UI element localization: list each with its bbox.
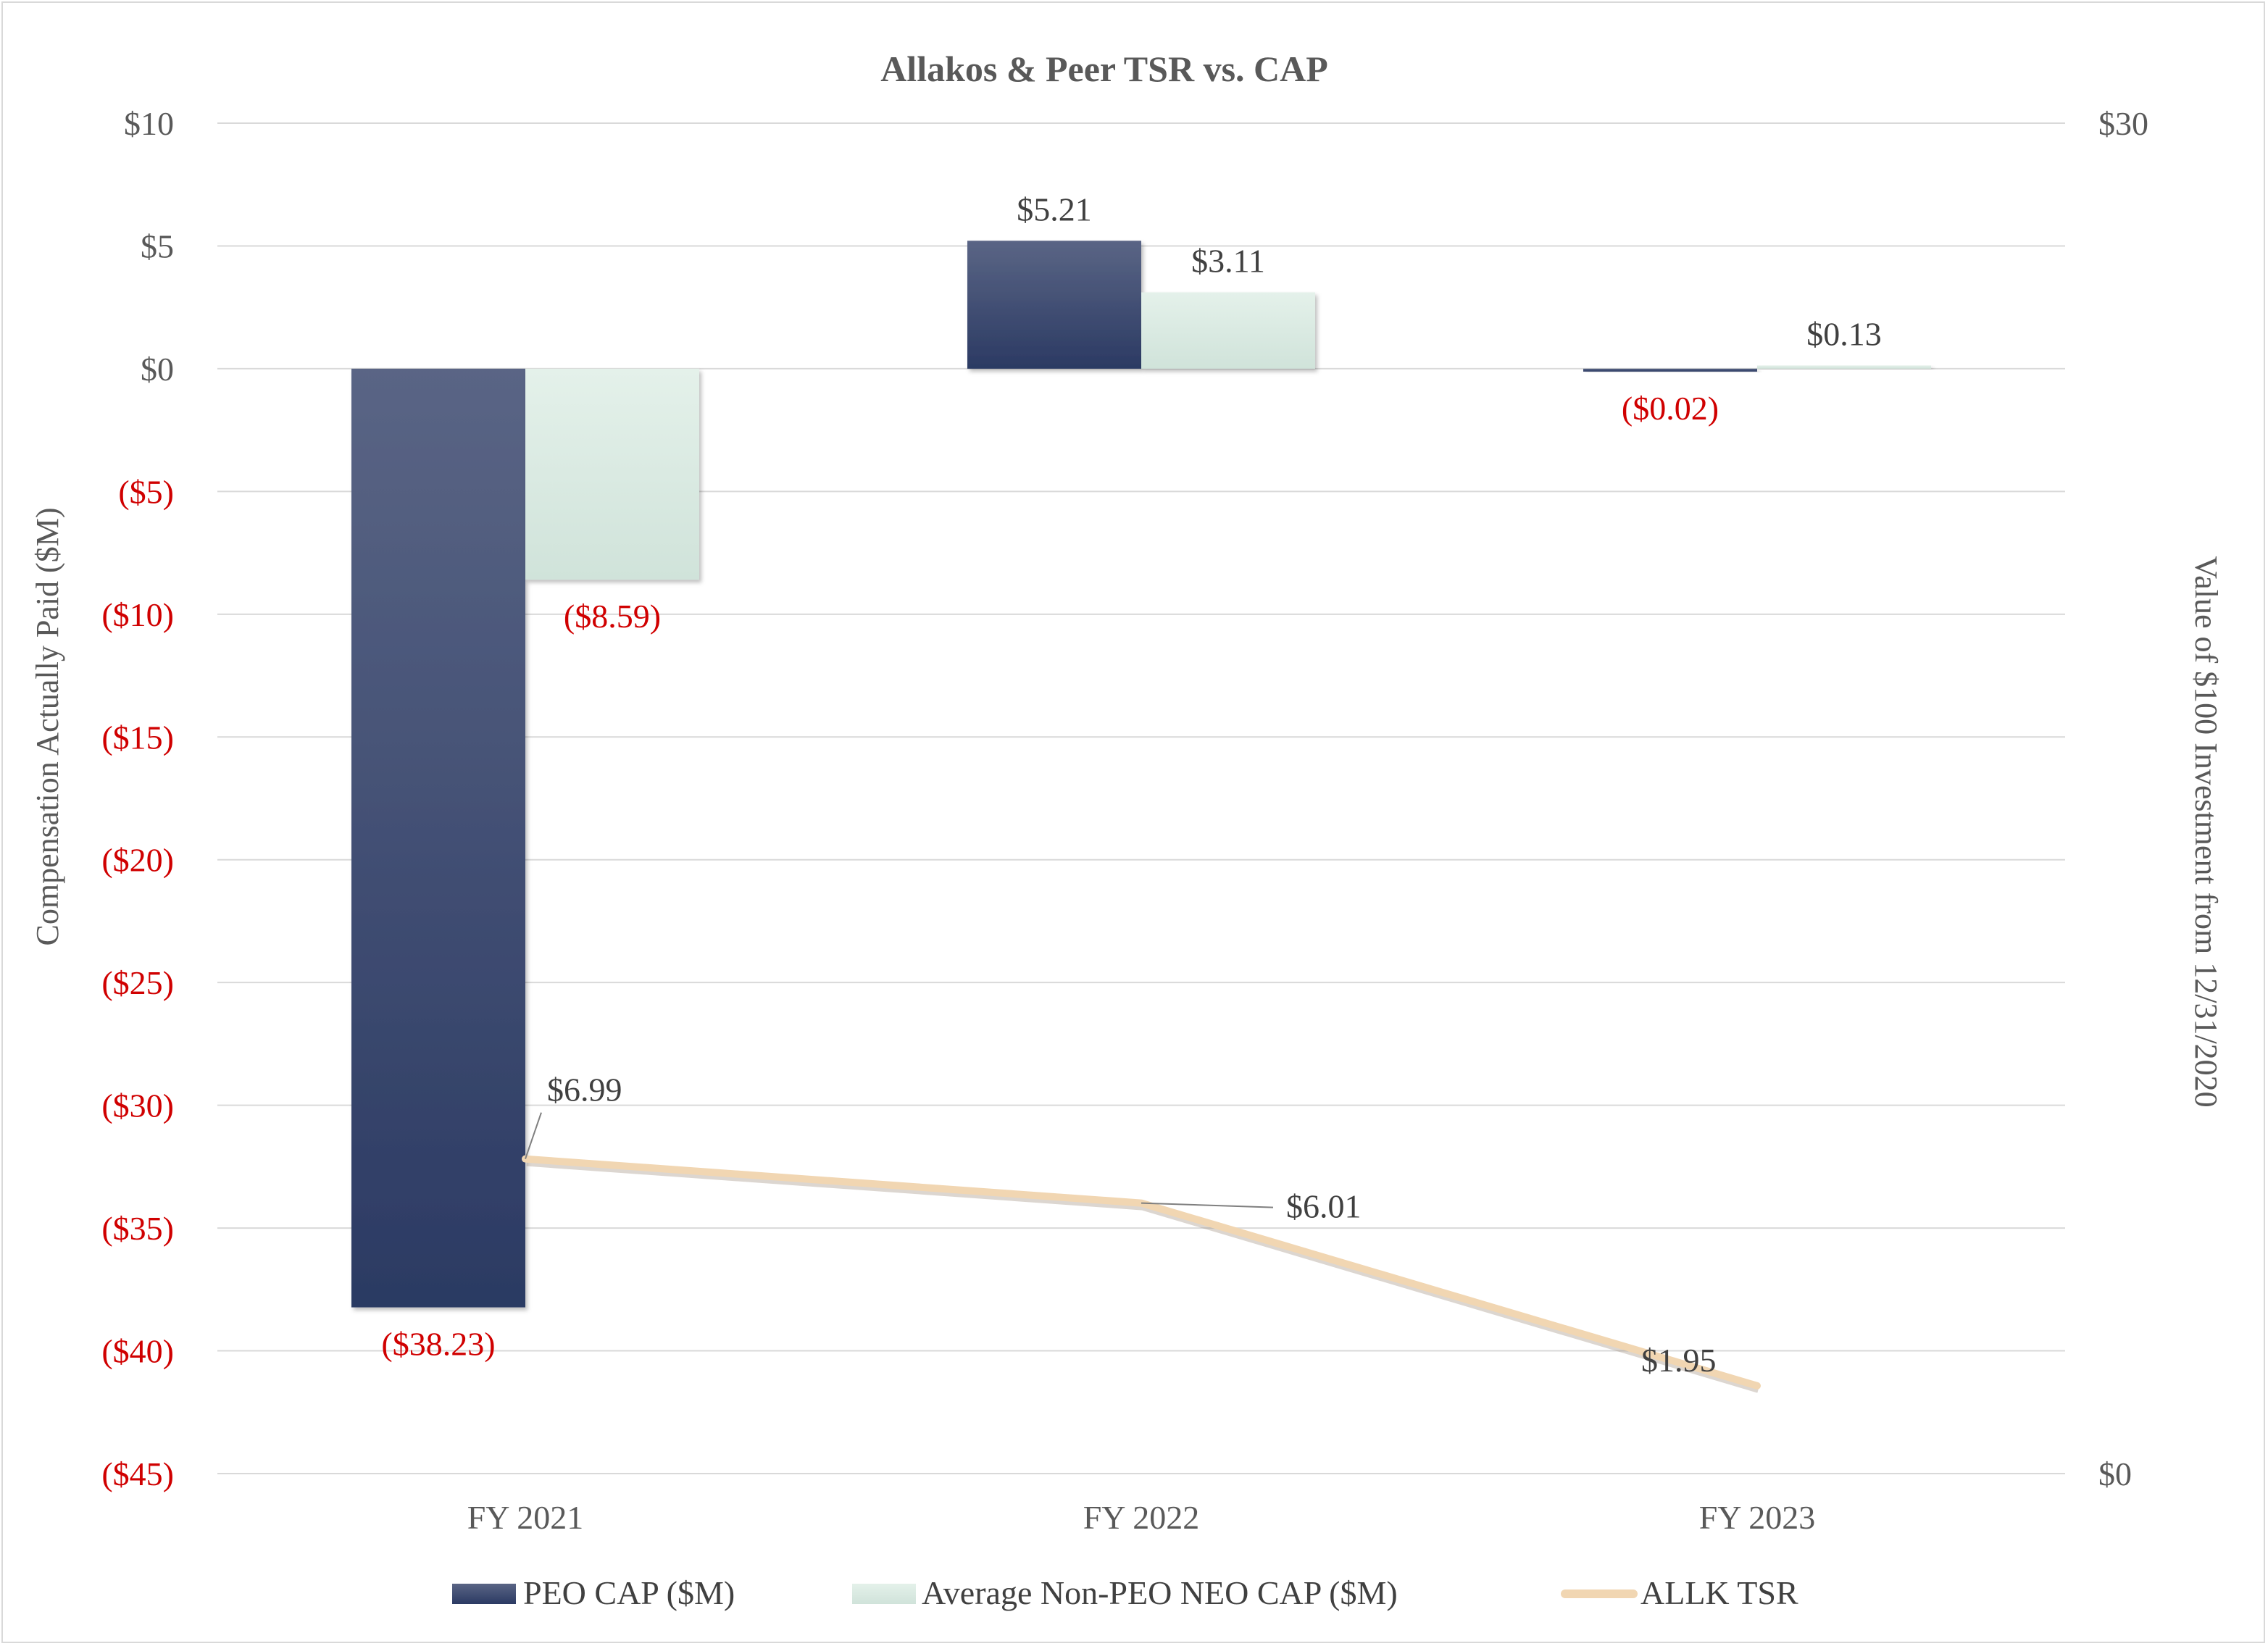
y-tick-label: ($30) xyxy=(101,1087,174,1124)
data-label-tsr: $6.01 xyxy=(1286,1188,1362,1225)
y-tick-label: ($25) xyxy=(101,964,174,1001)
y-tick-label: ($5) xyxy=(118,473,174,510)
y-tick-label: ($10) xyxy=(101,596,174,633)
y-tick-label: $5 xyxy=(141,227,174,264)
tsr-line-group xyxy=(522,1112,1761,1393)
legend-label-neo: Average Non-PEO NEO CAP ($M) xyxy=(922,1574,1398,1611)
bar-neo-cap xyxy=(525,368,699,580)
data-label-peo-cap: ($0.02) xyxy=(1622,390,1719,427)
y-tick-label: $0 xyxy=(141,351,174,388)
y-tick-label: ($20) xyxy=(101,842,174,879)
legend-swatch-peo xyxy=(452,1584,516,1604)
tsr-leader-line xyxy=(525,1112,542,1160)
y-axis-ticks: $10 $5 $0 ($5) ($10) ($15) ($20) ($25) ($30) ($35… xyxy=(101,105,174,1492)
data-label-neo-cap: $3.11 xyxy=(1191,243,1265,280)
y-tick-label: ($45) xyxy=(101,1455,174,1492)
bar-peo-cap xyxy=(967,241,1141,369)
y-tick-label: $10 xyxy=(124,105,174,142)
y-axis-label: Compensation Actually Paid ($M) xyxy=(30,508,65,946)
tsr-leader-line xyxy=(1141,1202,1274,1208)
y2-axis-ticks: $30 $0 xyxy=(2098,105,2148,1492)
bar-neo-cap xyxy=(1141,292,1315,369)
y-tick-label: ($40) xyxy=(101,1333,174,1370)
data-label-peo-cap: $5.21 xyxy=(1017,191,1092,227)
bars xyxy=(351,241,1931,1308)
x-axis-ticks: FY 2021 FY 2022 FY 2023 xyxy=(467,1499,1816,1536)
data-label-tsr: $6.99 xyxy=(547,1071,622,1108)
tsr-line xyxy=(522,1155,1761,1390)
x-tick-label: FY 2022 xyxy=(1083,1499,1200,1536)
bar-neo-cap xyxy=(1757,365,1931,369)
x-tick-label: FY 2021 xyxy=(467,1499,584,1536)
y-tick-label: ($15) xyxy=(101,719,174,756)
x-tick-label: FY 2023 xyxy=(1699,1499,1816,1536)
data-labels: ($38.23) $5.21 ($0.02) ($8.59) $3.11 $0.13 $6.… xyxy=(381,191,1881,1379)
data-label-tsr: $1.95 xyxy=(1641,1342,1717,1379)
y2-axis-label: Value of $100 Investment from 12/31/2020 xyxy=(2188,556,2224,1107)
bar-peo-cap xyxy=(1583,368,1757,372)
data-label-neo-cap: $0.13 xyxy=(1806,316,1882,353)
tsr-line-shadow xyxy=(526,1157,1760,1393)
bar-peo-cap xyxy=(351,368,525,1308)
y2-tick-label: $0 xyxy=(2098,1455,2132,1492)
y-tick-label: ($35) xyxy=(101,1210,174,1247)
legend-label-tsr: ALLK TSR xyxy=(1640,1574,1798,1611)
chart-title: Allakos & Peer TSR vs. CAP xyxy=(880,49,1328,89)
data-label-peo-cap: ($38.23) xyxy=(381,1326,495,1363)
data-label-neo-cap: ($8.59) xyxy=(564,598,661,635)
y2-tick-label: $30 xyxy=(2098,105,2148,142)
legend-label-peo: PEO CAP ($M) xyxy=(523,1574,735,1611)
legend-swatch-neo xyxy=(852,1584,916,1604)
legend: PEO CAP ($M) Average Non-PEO NEO CAP ($M… xyxy=(452,1574,1798,1611)
